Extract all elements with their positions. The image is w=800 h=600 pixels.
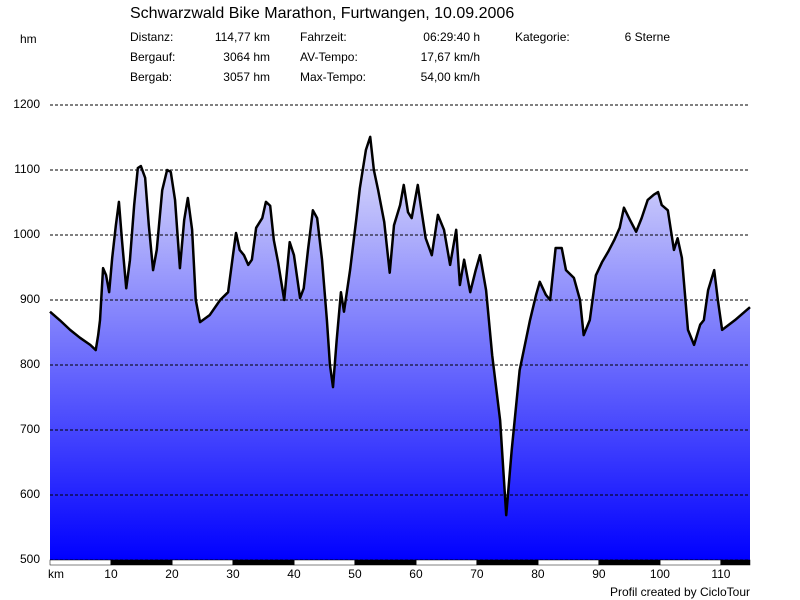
- stat-value: 3057 hm: [223, 70, 270, 84]
- elevation-area: [50, 136, 750, 560]
- x-tick-label: 70: [470, 567, 484, 581]
- scale-band: [354, 559, 417, 566]
- stat-label: Max-Tempo:: [300, 70, 366, 84]
- x-tick-label: 10: [104, 567, 118, 581]
- scale-band: [415, 559, 478, 566]
- x-tick-label: 30: [226, 567, 240, 581]
- elevation-line: [49, 135, 751, 517]
- y-axis-label: hm: [20, 32, 37, 46]
- scale-band: [49, 559, 112, 566]
- x-tick-label: 80: [531, 567, 545, 581]
- y-tick-label: 500: [20, 552, 40, 566]
- stat-value: 3064 hm: [223, 50, 270, 64]
- y-tick-label: 1100: [14, 162, 40, 176]
- stat-label: Bergab:: [130, 70, 172, 84]
- y-tick-label: 700: [20, 422, 40, 436]
- stat-value: 54,00 km/h: [421, 70, 480, 84]
- x-tick-label: 110: [711, 567, 730, 581]
- stat-label: Distanz:: [130, 30, 173, 44]
- stat-label: Fahrzeit:: [300, 30, 347, 44]
- stat-value: 17,67 km/h: [421, 50, 480, 64]
- stat-label: AV-Tempo:: [300, 50, 358, 64]
- credit: Profil created by CicloTour: [610, 585, 750, 599]
- stat-value: 6 Sterne: [625, 30, 671, 44]
- scale-band: [659, 559, 722, 566]
- y-tick-label: 600: [20, 487, 40, 501]
- stat-label: Kategorie:: [515, 30, 570, 44]
- stat-value: 06:29:40 h: [423, 30, 480, 44]
- scale-band: [598, 559, 661, 566]
- x-tick-label: 40: [287, 567, 301, 581]
- x-tick-label: 20: [165, 567, 179, 581]
- x-tick-label: 100: [650, 567, 670, 581]
- scale-band: [110, 559, 173, 566]
- scale-band: [171, 559, 234, 566]
- stat-value: 114,77 km: [215, 30, 270, 44]
- scale-band: [293, 559, 356, 566]
- scale-band: [720, 559, 751, 566]
- x-tick-label: 60: [409, 567, 423, 581]
- y-tick-label: 900: [20, 292, 40, 306]
- scale-band: [476, 559, 539, 566]
- x-axis-label: km: [48, 567, 64, 581]
- chart-title: Schwarzwald Bike Marathon, Furtwangen, 1…: [130, 5, 514, 22]
- y-tick-label: 1000: [13, 227, 40, 241]
- x-tick-label: 90: [592, 567, 606, 581]
- y-tick-label: 1200: [13, 97, 40, 111]
- stat-label: Bergauf:: [130, 50, 175, 64]
- scale-band: [537, 559, 600, 566]
- scale-band: [232, 559, 295, 566]
- y-tick-label: 800: [20, 357, 40, 371]
- x-tick-label: 50: [348, 567, 362, 581]
